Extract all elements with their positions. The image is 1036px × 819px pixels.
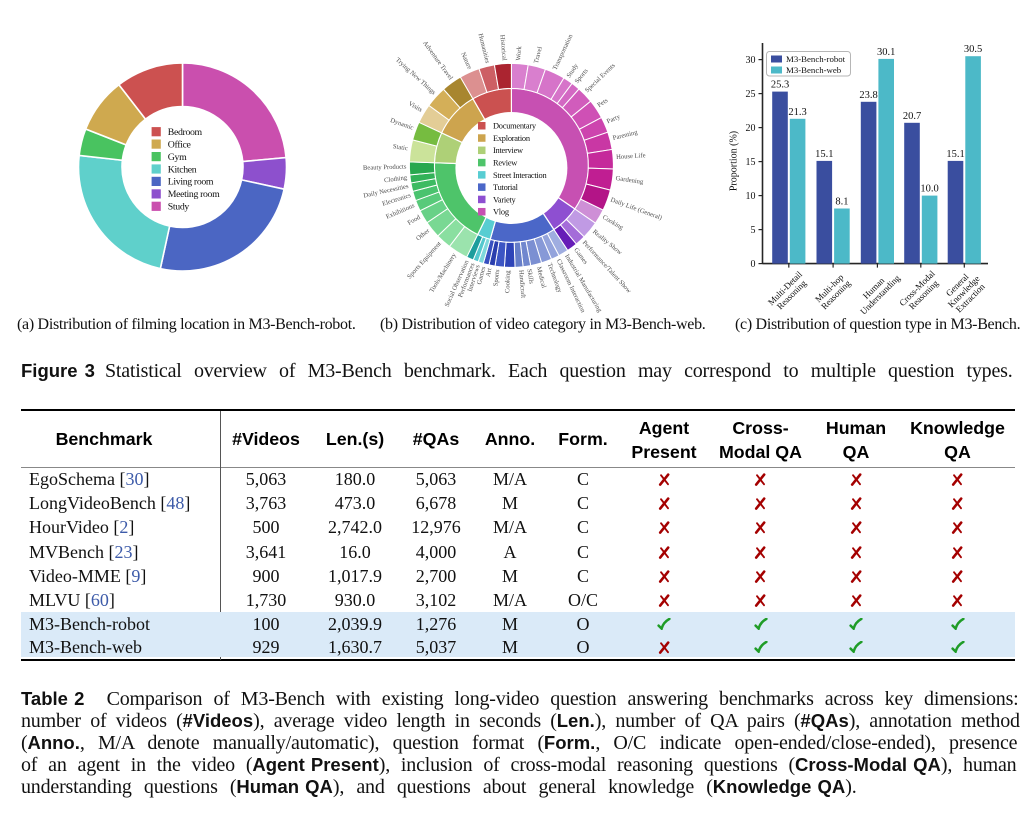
svg-text:Games: Games [476, 265, 487, 285]
svg-text:Gym: Gym [168, 152, 187, 163]
svg-text:Sports: Sports [492, 269, 501, 287]
svg-text:Interview: Interview [493, 146, 524, 155]
svg-text:15.1: 15.1 [815, 149, 833, 160]
svg-text:Medical: Medical [535, 266, 547, 289]
svg-text:Skills: Skills [525, 268, 534, 284]
svg-text:Variety: Variety [493, 195, 516, 204]
svg-text:15: 15 [746, 157, 756, 168]
svg-text:Beauty Products: Beauty Products [363, 163, 407, 171]
svg-text:30.1: 30.1 [877, 47, 895, 58]
svg-text:M3-Bench-robot: M3-Bench-robot [786, 54, 846, 64]
svg-text:Multi-DetailReasoning: Multi-DetailReasoning [766, 269, 811, 314]
svg-text:Documentary: Documentary [493, 122, 537, 131]
svg-text:Living room: Living room [168, 177, 214, 188]
svg-text:Travel: Travel [533, 46, 544, 64]
svg-text:Party: Party [606, 113, 622, 125]
svg-text:Special Events: Special Events [584, 62, 617, 94]
svg-text:GeneralKnowledgeExtraction: GeneralKnowledgeExtraction [939, 267, 988, 316]
svg-text:0: 0 [751, 259, 756, 270]
svg-text:House Life: House Life [616, 152, 646, 161]
svg-text:5: 5 [751, 225, 756, 236]
svg-text:Meeting room: Meeting room [168, 189, 220, 200]
svg-text:Other: Other [415, 227, 432, 242]
svg-text:Kitchen: Kitchen [168, 164, 197, 175]
svg-text:Cross-ModalReasoning: Cross-ModalReasoning [897, 268, 943, 314]
svg-text:Review: Review [493, 158, 518, 167]
svg-text:Handicraft: Handicraft [517, 270, 526, 299]
svg-text:Trying New Things: Trying New Things [394, 57, 437, 97]
svg-text:Gardening: Gardening [615, 175, 644, 186]
svg-text:10.0: 10.0 [920, 184, 938, 195]
svg-text:20: 20 [746, 123, 756, 134]
svg-text:Historical: Historical [498, 34, 507, 61]
svg-text:20.7: 20.7 [903, 111, 921, 122]
svg-text:Humanities: Humanities [477, 33, 491, 65]
svg-text:30.5: 30.5 [964, 44, 982, 55]
svg-text:25: 25 [746, 89, 756, 100]
svg-text:M3-Bench-web: M3-Bench-web [786, 65, 842, 75]
svg-text:Art: Art [485, 267, 494, 277]
svg-text:Study: Study [168, 202, 190, 213]
svg-text:Proportion (%): Proportion (%) [729, 131, 740, 191]
svg-text:Nature: Nature [459, 51, 473, 70]
svg-text:Dynamic: Dynamic [389, 117, 414, 132]
svg-text:Daily Life (General): Daily Life (General) [609, 197, 662, 222]
svg-text:8.1: 8.1 [835, 197, 848, 208]
svg-text:15.1: 15.1 [946, 149, 964, 160]
svg-text:Pets: Pets [596, 97, 609, 109]
svg-text:10: 10 [746, 191, 756, 202]
svg-text:Static: Static [392, 143, 408, 152]
svg-text:Cooking: Cooking [601, 214, 625, 232]
svg-text:Street Interaction: Street Interaction [493, 171, 547, 180]
svg-text:Bedroom: Bedroom [168, 127, 203, 138]
svg-text:21.3: 21.3 [788, 107, 806, 118]
svg-text:Office: Office [168, 139, 192, 150]
svg-text:Cooking: Cooking [504, 270, 511, 294]
svg-text:30: 30 [746, 55, 756, 66]
svg-text:Work: Work [515, 45, 523, 61]
svg-text:25.3: 25.3 [771, 80, 789, 91]
svg-text:HumanUnderstanding: HumanUnderstanding [852, 266, 903, 317]
svg-text:Parenting: Parenting [612, 129, 639, 142]
svg-text:Tutorial: Tutorial [493, 183, 519, 192]
svg-text:Food: Food [406, 214, 422, 227]
svg-text:Exploration: Exploration [493, 134, 531, 143]
svg-text:Multi-hopReasoning: Multi-hopReasoning [813, 271, 853, 311]
svg-text:Adventure Travel: Adventure Travel [421, 40, 454, 82]
svg-text:23.8: 23.8 [859, 90, 877, 101]
svg-text:Clothing: Clothing [384, 174, 409, 184]
svg-text:Visits: Visits [407, 100, 424, 114]
svg-text:Vlog: Vlog [493, 208, 510, 217]
